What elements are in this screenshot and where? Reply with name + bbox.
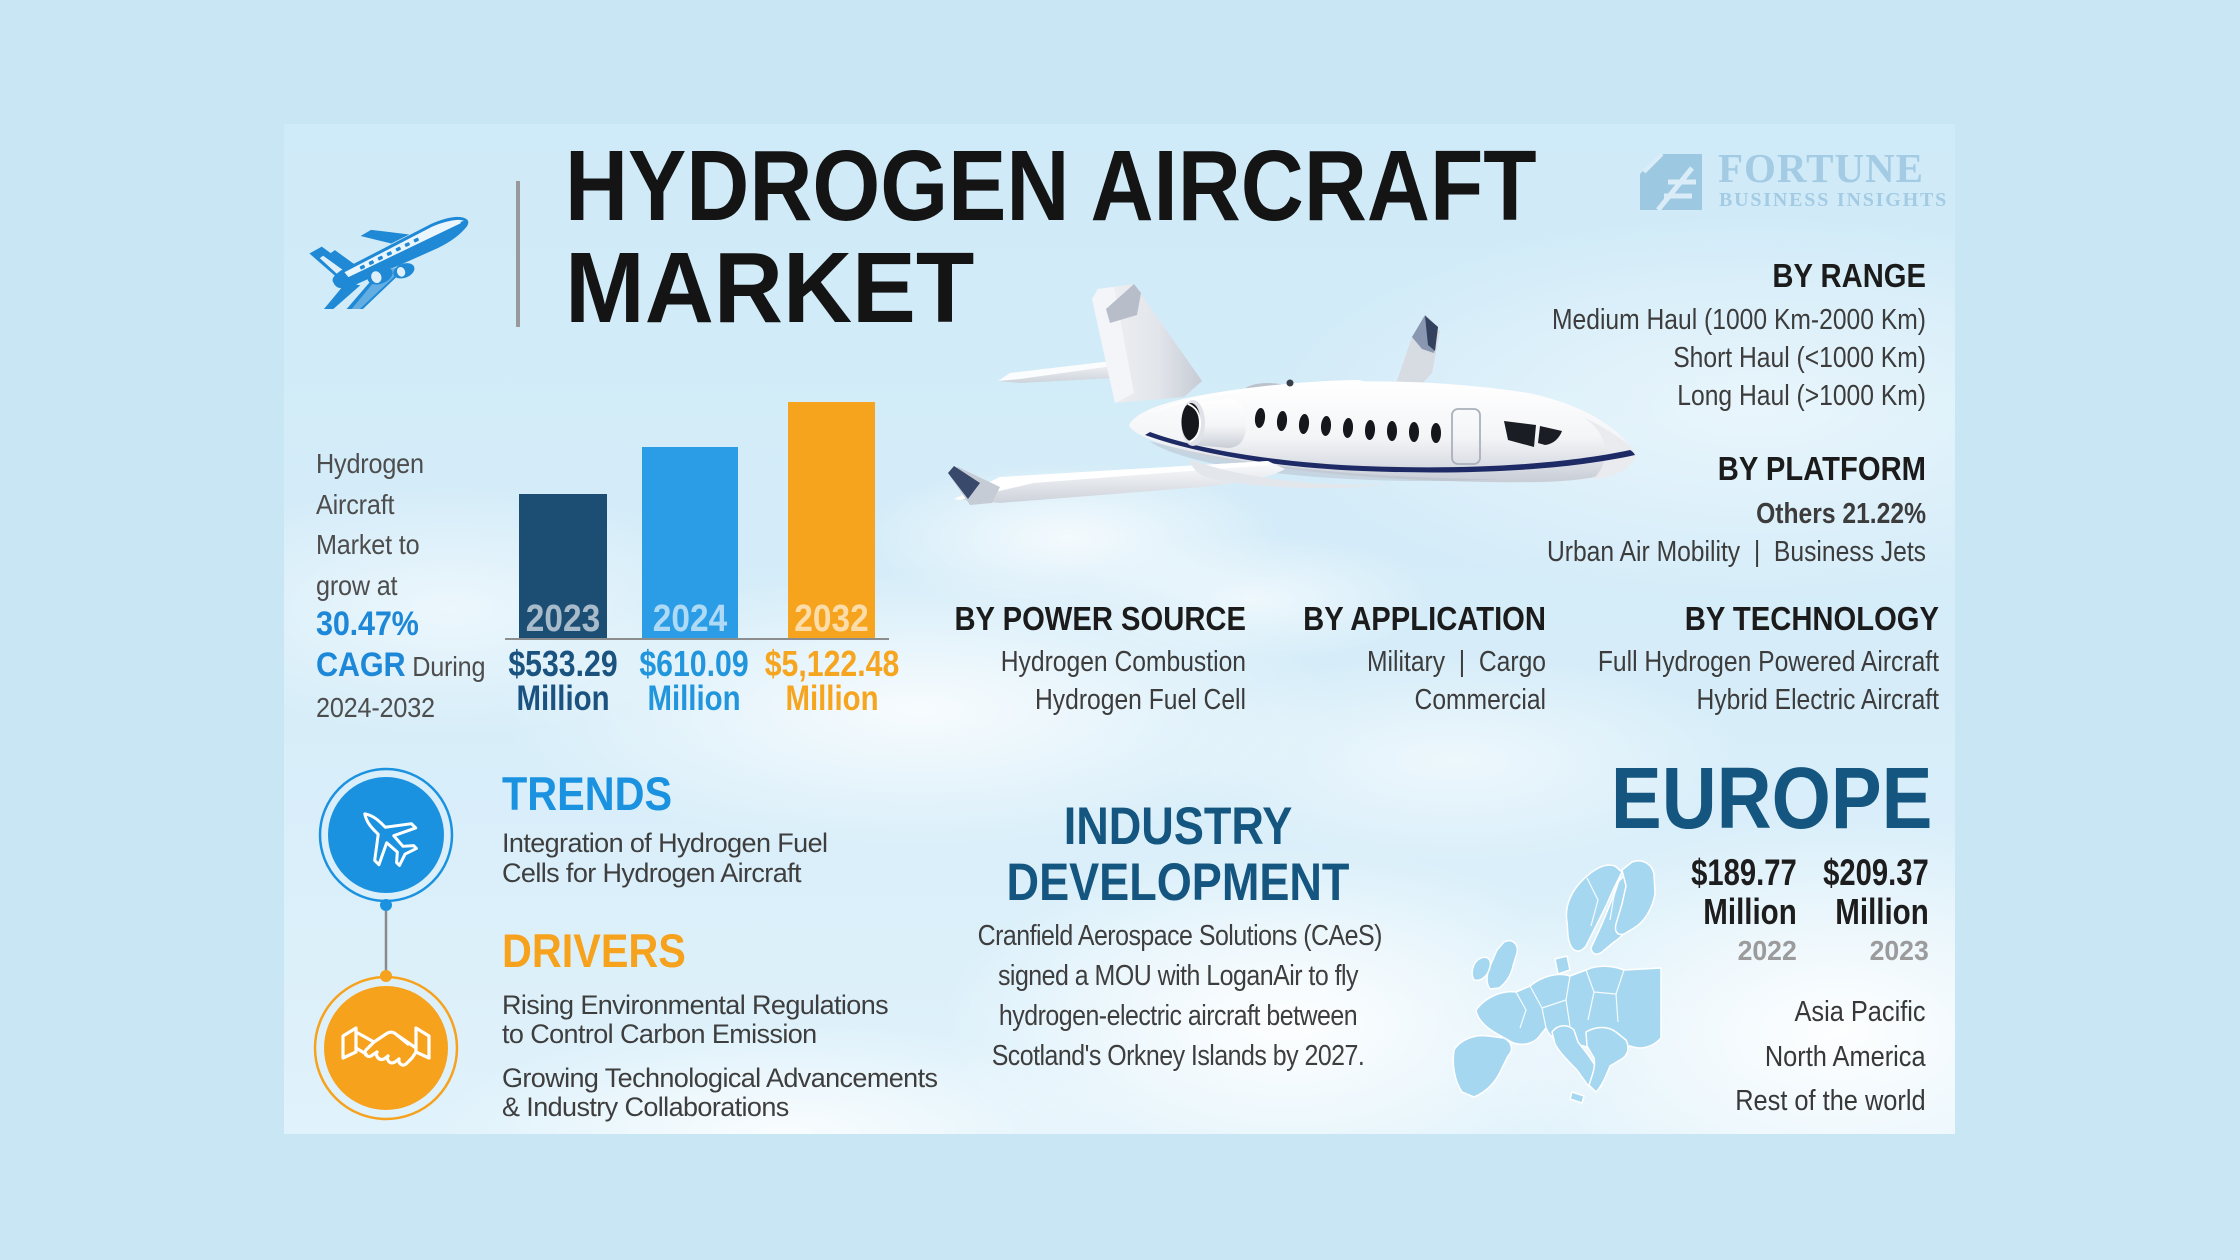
- svg-text:BUSINESS INSIGHTS: BUSINESS INSIGHTS: [1719, 189, 1948, 211]
- svg-text:FORTUNE: FORTUNE: [1718, 148, 1924, 191]
